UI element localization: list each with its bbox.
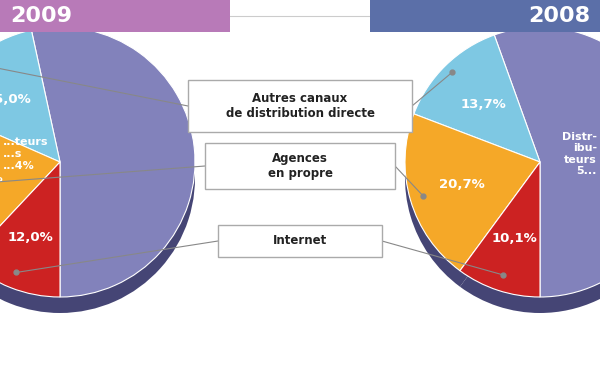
Text: Internet: Internet (273, 234, 327, 247)
FancyBboxPatch shape (205, 143, 395, 189)
Wedge shape (0, 108, 60, 260)
Wedge shape (494, 27, 600, 297)
Wedge shape (0, 124, 60, 276)
Text: ...teurs
...s
...4%: ...teurs ...s ...4% (3, 137, 49, 171)
Wedge shape (0, 30, 60, 162)
FancyBboxPatch shape (370, 0, 600, 32)
FancyBboxPatch shape (218, 225, 382, 257)
Text: Autres canaux
de distribution directe: Autres canaux de distribution directe (226, 92, 374, 120)
Wedge shape (31, 27, 195, 297)
Wedge shape (405, 130, 540, 287)
Text: 20,7%: 20,7% (439, 178, 485, 191)
Text: 13,7%: 13,7% (460, 98, 506, 111)
Wedge shape (460, 178, 540, 313)
Wedge shape (405, 114, 540, 271)
Wedge shape (0, 178, 60, 313)
Wedge shape (414, 51, 540, 178)
Text: 2008: 2008 (528, 6, 590, 26)
Wedge shape (494, 43, 600, 313)
Wedge shape (460, 162, 540, 297)
Wedge shape (31, 43, 195, 313)
Text: 15,0%: 15,0% (0, 93, 32, 106)
Text: Distr-
ibu-
teurs
5...: Distr- ibu- teurs 5... (562, 132, 597, 176)
Text: 19,6%: 19,6% (0, 171, 4, 185)
Text: Agences
en propre: Agences en propre (268, 152, 332, 180)
Text: 2009: 2009 (10, 6, 72, 26)
FancyBboxPatch shape (188, 80, 412, 132)
Text: 12,0%: 12,0% (7, 231, 53, 244)
Wedge shape (0, 46, 60, 178)
FancyBboxPatch shape (0, 0, 230, 32)
Wedge shape (0, 162, 60, 297)
Text: 10,1%: 10,1% (492, 232, 538, 246)
Wedge shape (414, 35, 540, 162)
